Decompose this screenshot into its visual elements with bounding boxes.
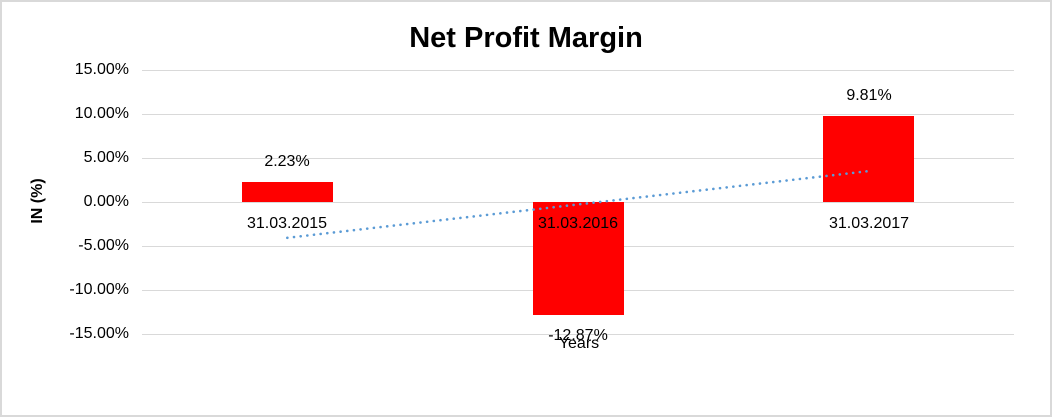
category-label: 31.03.2016 — [537, 215, 619, 232]
y-tick-label: 0.00% — [83, 193, 129, 210]
y-tick-label: 5.00% — [83, 149, 129, 166]
gridline — [142, 70, 1014, 71]
data-label: -12.87% — [548, 327, 608, 344]
chart-title: Net Profit Margin — [409, 22, 643, 54]
y-axis-title: IN (%) — [29, 178, 46, 224]
gridline — [142, 114, 1014, 115]
bar — [823, 116, 914, 202]
gridline — [142, 158, 1014, 159]
y-tick-label: -10.00% — [69, 281, 129, 298]
y-tick-label: -5.00% — [78, 237, 129, 254]
y-tick-label: 10.00% — [74, 105, 129, 122]
y-tick-label: 15.00% — [74, 61, 129, 78]
x-axis-title: Years — [558, 335, 600, 352]
category-label: 31.03.2015 — [246, 215, 328, 232]
data-label: 9.81% — [846, 87, 892, 104]
data-label: 2.23% — [264, 153, 310, 170]
gridline — [142, 334, 1014, 335]
category-label: 31.03.2017 — [828, 215, 910, 232]
y-tick-label: -15.00% — [69, 325, 129, 342]
bar — [242, 182, 333, 202]
